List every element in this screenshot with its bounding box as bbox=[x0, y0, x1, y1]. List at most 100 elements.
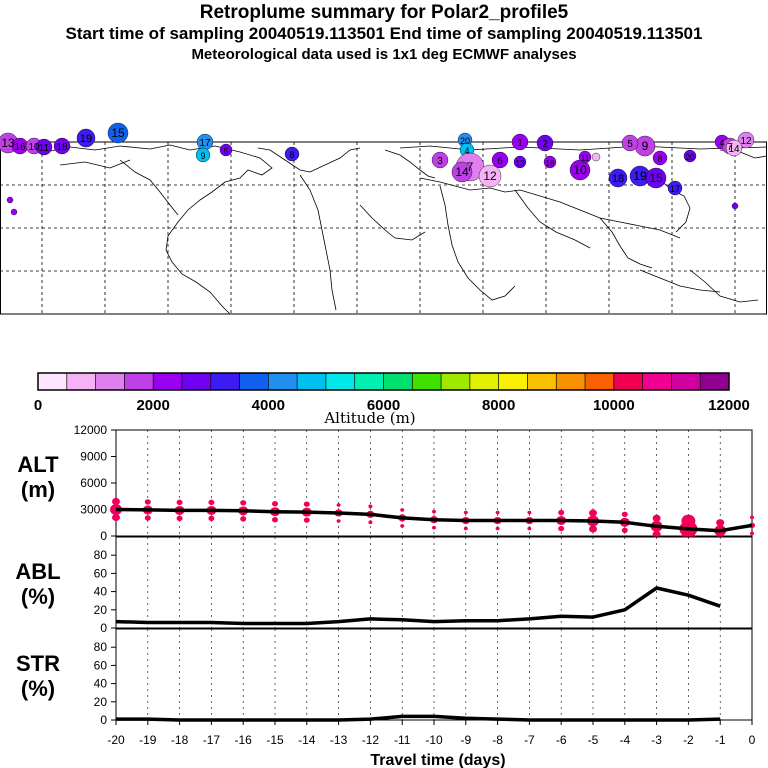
y-axis-unit: (%) bbox=[21, 676, 55, 701]
plume-cluster-label: 20 bbox=[460, 136, 470, 146]
plume-cluster-label: 14 bbox=[728, 144, 740, 155]
altitude-scatter-dot bbox=[589, 525, 597, 533]
altitude-scatter-dot bbox=[176, 515, 183, 522]
plume-cluster-marker bbox=[511, 133, 529, 151]
colorbar-frame bbox=[37, 372, 730, 391]
panel-frame bbox=[115, 628, 753, 721]
altitude-scatter-dot bbox=[144, 515, 151, 521]
x-tick-label: -16 bbox=[235, 733, 253, 747]
y-tick-label: 0 bbox=[100, 621, 107, 635]
altitude-colorbar: 0 2000 4000 6000 8000 10000 12000 Altitude (m) bbox=[34, 372, 750, 427]
plume-cluster-marker bbox=[219, 143, 233, 157]
altitude-scatter-dot bbox=[495, 510, 500, 515]
travel-time-axis: -20 -19 -18 -17 -16 -15 -14 -13 -12 -11 -10 -9 -8 -7-… bbox=[107, 720, 756, 768]
colorbar-tick-label: 4000 bbox=[252, 397, 285, 414]
y-tick-label: 60 bbox=[94, 566, 108, 580]
altitude-scatter-dot bbox=[272, 501, 278, 507]
plume-cluster-label: 18 bbox=[612, 173, 624, 185]
plume-cluster-label: 19 bbox=[633, 169, 647, 183]
colorbar-tick-label: 12000 bbox=[708, 397, 750, 414]
plume-cluster-label: 9 bbox=[642, 139, 649, 153]
altitude-scatter-dot bbox=[176, 499, 183, 506]
plume-cluster-marker bbox=[35, 138, 53, 156]
colorbar-tick-label: 2000 bbox=[136, 397, 169, 414]
plume-cluster-label: 19 bbox=[80, 133, 92, 145]
x-tick-label: -14 bbox=[298, 733, 316, 747]
altitude-scatter-dot bbox=[558, 525, 565, 532]
plume-cluster-label: 7 bbox=[727, 142, 733, 153]
coastline bbox=[514, 189, 591, 249]
altitude-scatter-dot bbox=[336, 519, 341, 523]
plume-cluster-marker bbox=[76, 128, 96, 148]
colorbar-swatch bbox=[239, 373, 269, 390]
colorbar-swatch bbox=[498, 373, 528, 390]
altitude-scatter-dot bbox=[272, 517, 278, 523]
altitude-scatter-dot bbox=[432, 509, 436, 514]
figure-title: Retroplume summary for Polar2_profile5 bbox=[199, 2, 569, 23]
plume-cluster-marker bbox=[621, 134, 639, 152]
altitude-scatter-dot bbox=[144, 499, 151, 505]
altitude-scatter-dot bbox=[652, 514, 661, 522]
plume-cluster-label: 18 bbox=[56, 142, 68, 153]
x-tick-label: -15 bbox=[266, 733, 284, 747]
altitude-scatter-dot bbox=[336, 503, 341, 507]
colorbar-swatch bbox=[95, 373, 125, 390]
colorbar-tick-label: 8000 bbox=[482, 397, 515, 414]
plume-cluster-marker bbox=[6, 196, 14, 204]
x-tick-label: -4 bbox=[619, 733, 630, 747]
plume-cluster-label: 20 bbox=[686, 153, 695, 162]
colorbar-swatch bbox=[210, 373, 240, 390]
x-tick-label: 0 bbox=[749, 733, 756, 747]
series-line-alt bbox=[115, 507, 753, 533]
coastline bbox=[0, 144, 273, 315]
plume-cluster-label: 6 bbox=[497, 156, 503, 167]
colorbar-swatch bbox=[642, 373, 672, 390]
colorbar-swatch bbox=[297, 373, 327, 390]
plume-cluster-label: 2 bbox=[542, 139, 548, 150]
y-tick-label: 20 bbox=[94, 695, 108, 709]
plume-cluster-marker bbox=[543, 155, 557, 169]
plume-cluster-label: 13 bbox=[516, 159, 525, 168]
plume-cluster-label: 15 bbox=[649, 171, 663, 185]
colorbar-swatch bbox=[268, 373, 298, 390]
plume-cluster-marker bbox=[431, 151, 449, 169]
altitude-scatter-dot bbox=[208, 515, 215, 522]
plume-cluster-marker bbox=[731, 202, 739, 210]
plume-cluster-label: 14 bbox=[455, 165, 469, 179]
y-tick-label: 40 bbox=[94, 585, 108, 599]
altitude-scatter-dot bbox=[368, 504, 373, 509]
y-tick-label: 20 bbox=[94, 603, 108, 617]
series-line-abl bbox=[115, 586, 721, 626]
colorbar-swatch bbox=[613, 373, 643, 390]
x-tick-label: -11 bbox=[394, 733, 411, 747]
colorbar-swatch bbox=[66, 373, 96, 390]
altitude-scatter-dot bbox=[652, 530, 661, 538]
y-tick-label: 80 bbox=[94, 640, 108, 654]
colorbar-swatch bbox=[469, 373, 499, 390]
plume-cluster-marker bbox=[513, 155, 527, 169]
meteo-data-subtitle: Meteorological data used is 1x1 deg ECMW… bbox=[191, 46, 577, 63]
plume-cluster-marker bbox=[737, 131, 755, 149]
altitude-scatter-dot bbox=[621, 511, 628, 518]
plume-cluster-marker bbox=[652, 150, 668, 166]
coastline bbox=[299, 174, 337, 311]
coastline bbox=[384, 149, 436, 179]
colorbar-swatch bbox=[585, 373, 615, 390]
y-tick-label: 40 bbox=[94, 677, 108, 691]
altitude-scatter-dot bbox=[495, 526, 500, 531]
x-tick-label: -19 bbox=[139, 733, 157, 747]
y-tick-label: 0 bbox=[100, 713, 107, 727]
colorbar-swatch bbox=[671, 373, 701, 390]
plume-cluster-marker bbox=[451, 161, 473, 183]
plume-cluster-marker bbox=[578, 150, 592, 164]
plume-cluster-label: 11 bbox=[39, 143, 50, 154]
plume-cluster-marker bbox=[195, 147, 211, 163]
altitude-scatter-dot bbox=[240, 500, 247, 506]
x-tick-label: -18 bbox=[171, 733, 189, 747]
altitude-scatter-dot bbox=[112, 497, 120, 506]
coastline bbox=[419, 177, 561, 203]
sampling-time-subtitle: Start time of sampling 20040519.113501 E… bbox=[65, 24, 703, 43]
y-tick-label: 3000 bbox=[80, 503, 107, 517]
